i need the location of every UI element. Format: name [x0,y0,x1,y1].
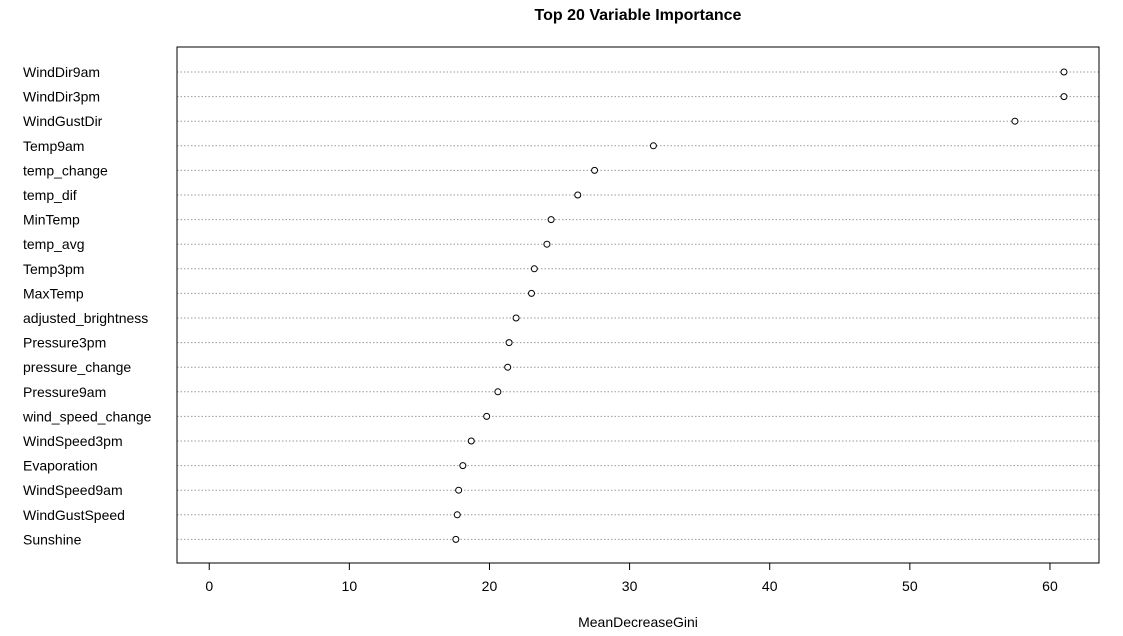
plot-frame [176,46,1100,564]
category-label: temp_dif [23,187,77,203]
data-point [512,314,520,322]
category-label: WindSpeed3pm [23,433,123,449]
x-tick-label: 50 [902,578,918,594]
data-point [1011,117,1019,125]
chart-title: Top 20 Variable Importance [535,7,742,24]
category-label: Pressure3pm [23,335,106,351]
x-tick-label: 40 [762,578,778,594]
data-point [459,462,467,470]
x-tick-label: 10 [342,578,358,594]
data-point [455,486,463,494]
category-label: pressure_change [23,359,131,375]
data-point [452,535,460,543]
data-point [649,142,657,150]
category-label: Evaporation [23,458,98,474]
data-point [483,412,491,420]
category-label: WindGustDir [23,113,103,129]
x-axis: 0 10 20 30 40 50 60 [205,563,1058,594]
category-label: WindSpeed9am [23,482,123,498]
category-label: Pressure9am [23,384,106,400]
data-point [494,388,502,396]
category-label: WindGustSpeed [23,507,125,523]
category-label: WindDir9am [23,64,100,80]
data-point [528,289,536,297]
data-points [452,68,1068,543]
category-label: WindDir3pm [23,89,100,105]
data-point [1060,68,1068,76]
category-label: MinTemp [23,212,80,228]
category-label: wind_speed_change [22,408,152,424]
category-label: temp_change [23,162,108,178]
category-label: adjusted_brightness [23,310,148,326]
category-label: MaxTemp [23,285,84,301]
data-point [1060,93,1068,101]
x-tick-label: 30 [622,578,638,594]
data-point [591,166,599,174]
category-labels: WindDir9am WindDir3pm WindGustDir Temp9am te… [22,64,152,547]
category-label: Temp3pm [23,261,84,277]
data-point [543,240,551,248]
data-point [505,339,513,347]
data-point [453,511,461,519]
data-point [467,437,475,445]
data-point [574,191,582,199]
data-point [547,216,555,224]
data-point [504,363,512,371]
category-label: Sunshine [23,531,82,547]
x-axis-title: MeanDecreaseGini [578,614,698,630]
grid-lines [177,71,1099,540]
data-point [530,265,538,273]
x-tick-label: 60 [1042,578,1058,594]
category-label: Temp9am [23,138,84,154]
x-tick-label: 20 [482,578,498,594]
x-tick-label: 0 [205,578,213,594]
category-label: temp_avg [23,236,84,252]
